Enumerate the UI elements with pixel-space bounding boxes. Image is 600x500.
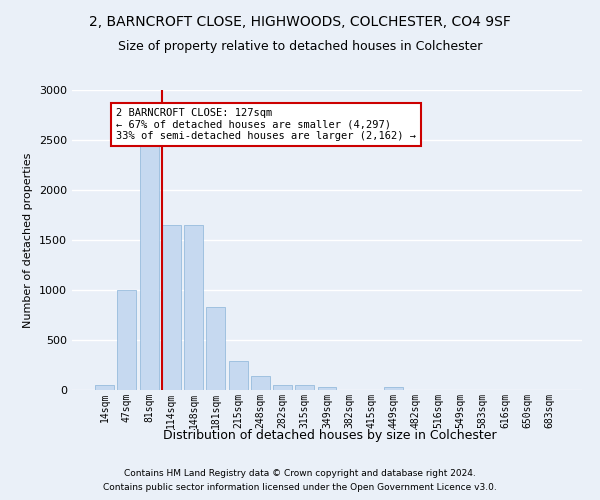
Text: 2, BARNCROFT CLOSE, HIGHWOODS, COLCHESTER, CO4 9SF: 2, BARNCROFT CLOSE, HIGHWOODS, COLCHESTE… [89, 15, 511, 29]
Text: Contains HM Land Registry data © Crown copyright and database right 2024.: Contains HM Land Registry data © Crown c… [124, 468, 476, 477]
Bar [384, 387, 403, 390]
Y-axis label: Number of detached properties: Number of detached properties [23, 152, 34, 328]
Text: 2 BARNCROFT CLOSE: 127sqm
← 67% of detached houses are smaller (4,297)
33% of se: 2 BARNCROFT CLOSE: 127sqm ← 67% of detac… [116, 108, 416, 141]
Bar [184, 225, 203, 390]
Bar [206, 307, 225, 390]
Bar [295, 385, 314, 390]
Text: Distribution of detached houses by size in Colchester: Distribution of detached houses by size … [163, 428, 497, 442]
Bar [95, 385, 114, 390]
Text: Contains public sector information licensed under the Open Government Licence v3: Contains public sector information licen… [103, 484, 497, 492]
Bar [162, 225, 181, 390]
Bar [140, 145, 158, 390]
Bar [317, 387, 337, 390]
Bar [229, 360, 248, 390]
Bar [118, 290, 136, 390]
Text: Size of property relative to detached houses in Colchester: Size of property relative to detached ho… [118, 40, 482, 53]
Bar [273, 385, 292, 390]
Bar [251, 376, 270, 390]
